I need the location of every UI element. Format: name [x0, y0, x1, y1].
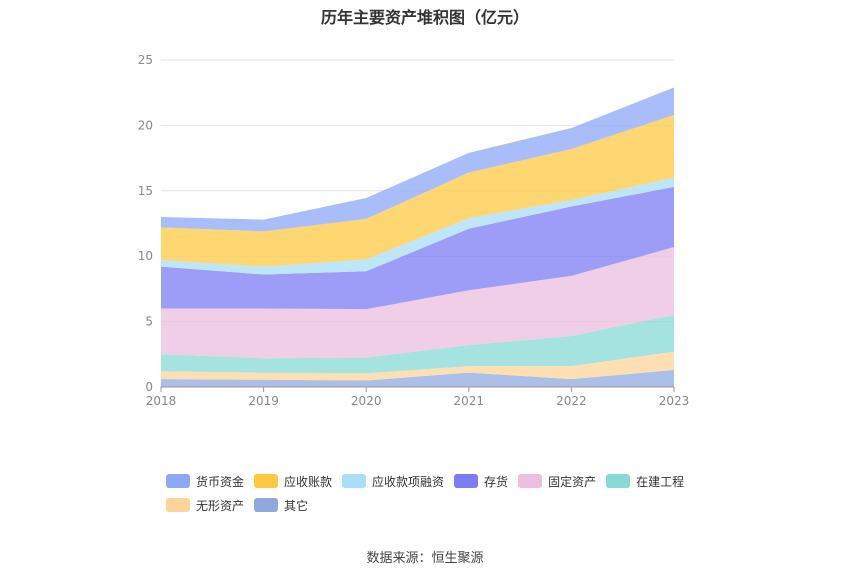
y-tick-label: 15	[138, 184, 153, 198]
x-tick-label: 2023	[659, 394, 690, 408]
legend-item[interactable]: 其它	[254, 496, 308, 514]
x-tick-label: 2019	[248, 394, 279, 408]
legend-swatch	[166, 474, 190, 488]
x-tick-label: 2018	[146, 394, 177, 408]
legend-item[interactable]: 应收款项融资	[342, 472, 444, 490]
legend-item[interactable]: 固定资产	[518, 472, 596, 490]
area-5	[161, 177, 674, 275]
legend-label: 存货	[484, 474, 509, 489]
legend-item[interactable]: 无形资产	[166, 496, 244, 514]
data-source-note: 数据来源：恒生聚源	[366, 551, 484, 566]
chart-title: 历年主要资产堆积图（亿元）	[320, 8, 529, 27]
y-tick-label: 25	[138, 53, 153, 67]
legend-swatch	[254, 474, 279, 488]
area-0	[161, 369, 674, 387]
area-series	[161, 87, 674, 387]
legend-swatch	[166, 498, 190, 512]
legend-label: 无形资产	[196, 498, 245, 513]
legend-label: 应收账款	[284, 474, 333, 489]
legend-label: 应收款项融资	[372, 474, 445, 489]
legend-swatch	[606, 474, 631, 488]
area-4	[161, 186, 674, 310]
axes: 0 5 10 15 20 25 2018 2019 2020 2021 2022 2023	[138, 53, 690, 408]
legend-swatch	[518, 474, 543, 488]
x-tick-label: 2021	[454, 394, 485, 408]
legend-item[interactable]: 在建工程	[606, 472, 684, 490]
area-2	[161, 315, 674, 374]
legend-item[interactable]: 应收账款	[254, 472, 332, 490]
y-tick-label: 10	[138, 249, 153, 263]
x-tick-label: 2022	[556, 394, 587, 408]
area-1	[161, 351, 674, 381]
x-tick-label: 2020	[351, 394, 382, 408]
legend-label: 其它	[284, 498, 309, 513]
legend-swatch	[454, 474, 479, 488]
y-tick-label: 5	[145, 315, 153, 329]
area-3	[161, 247, 674, 359]
legend-label: 固定资产	[548, 474, 597, 489]
legend-swatch	[254, 498, 279, 512]
y-tick-label: 20	[138, 118, 153, 132]
legend-swatch	[342, 474, 367, 488]
legend-label: 货币资金	[196, 474, 245, 489]
legend-item[interactable]: 存货	[454, 472, 508, 490]
area-6	[161, 114, 674, 267]
legend-label: 在建工程	[636, 474, 685, 489]
y-tick-label: 0	[145, 380, 153, 394]
legend: 货币资金 应收账款 应收款项融资 存货 固定资产 在建工程无形资产 其它	[166, 472, 726, 520]
legend-item[interactable]: 货币资金	[166, 472, 244, 490]
